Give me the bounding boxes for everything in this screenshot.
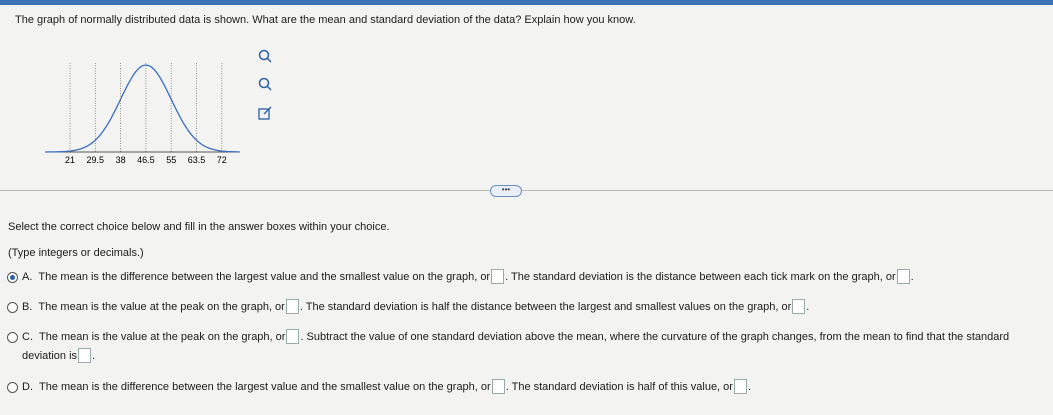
expand-button[interactable]: ••• [490,185,522,197]
x-tick-label: 63.5 [188,155,206,165]
choice-text: . The standard deviation is half the dis… [299,301,792,313]
choice-text: The mean is the difference between the l… [39,381,491,393]
radio-button[interactable] [7,382,18,393]
x-tick-label: 38 [116,155,126,165]
x-tick-label: 72 [217,155,227,165]
choice-text: The mean is the difference between the l… [38,271,491,283]
choice-text: . [806,301,810,313]
radio-button[interactable] [7,302,18,313]
choice-text: . Subtract the value of one standard dev… [22,331,1010,362]
answer-box[interactable] [792,299,806,314]
choice-text: . [747,381,752,393]
choice-letter: B. [22,301,33,313]
question-text: The graph of normally distributed data i… [15,14,636,26]
choice-text: . The standard deviation is the distance… [505,271,896,283]
x-tick-label: 21 [65,155,75,165]
choice[interactable]: B. The mean is the value at the peak on t… [22,298,1047,317]
zoom-in-button[interactable] [258,49,272,63]
choice-text: . [910,271,914,283]
choice[interactable]: C. The mean is the value at the peak on t… [22,328,1047,366]
graph-tools [258,49,272,120]
choice-letter: C. [22,331,33,343]
x-tick-label: 29.5 [87,155,105,165]
zoom-out-button[interactable] [258,77,272,91]
curve [45,64,239,153]
open-window-button[interactable] [258,106,272,120]
answer-box[interactable] [286,329,300,344]
instruction: Select the correct choice below and fill… [8,221,390,233]
top-bar [0,0,1053,5]
normal-curve-graph: 21 29.5 38 46.5 55 63.5 72 [45,63,240,165]
answer-box[interactable] [285,299,299,314]
radio-button[interactable] [7,332,18,343]
divider [0,190,1053,191]
answer-box[interactable] [733,379,747,394]
radio-button[interactable] [7,272,18,283]
choice-text: The mean is the value at the peak on the… [38,301,285,313]
choice-text: . [92,350,96,362]
answer-box[interactable] [78,348,92,363]
choice-text: . The standard deviation is half of this… [505,381,733,393]
choice-letter: A. [22,271,33,283]
choice[interactable]: D. The mean is the difference between the… [22,378,1047,397]
choice[interactable]: A. The mean is the difference between the… [22,268,1047,287]
choice-text: The mean is the value at the peak on the… [39,331,286,343]
answer-box[interactable] [491,269,505,284]
note: (Type integers or decimals.) [8,247,144,259]
x-tick-label: 46.5 [137,155,155,165]
x-tick-label: 55 [166,155,176,165]
answer-box[interactable] [491,379,505,394]
choice-letter: D. [22,381,33,393]
answer-box[interactable] [896,269,910,284]
